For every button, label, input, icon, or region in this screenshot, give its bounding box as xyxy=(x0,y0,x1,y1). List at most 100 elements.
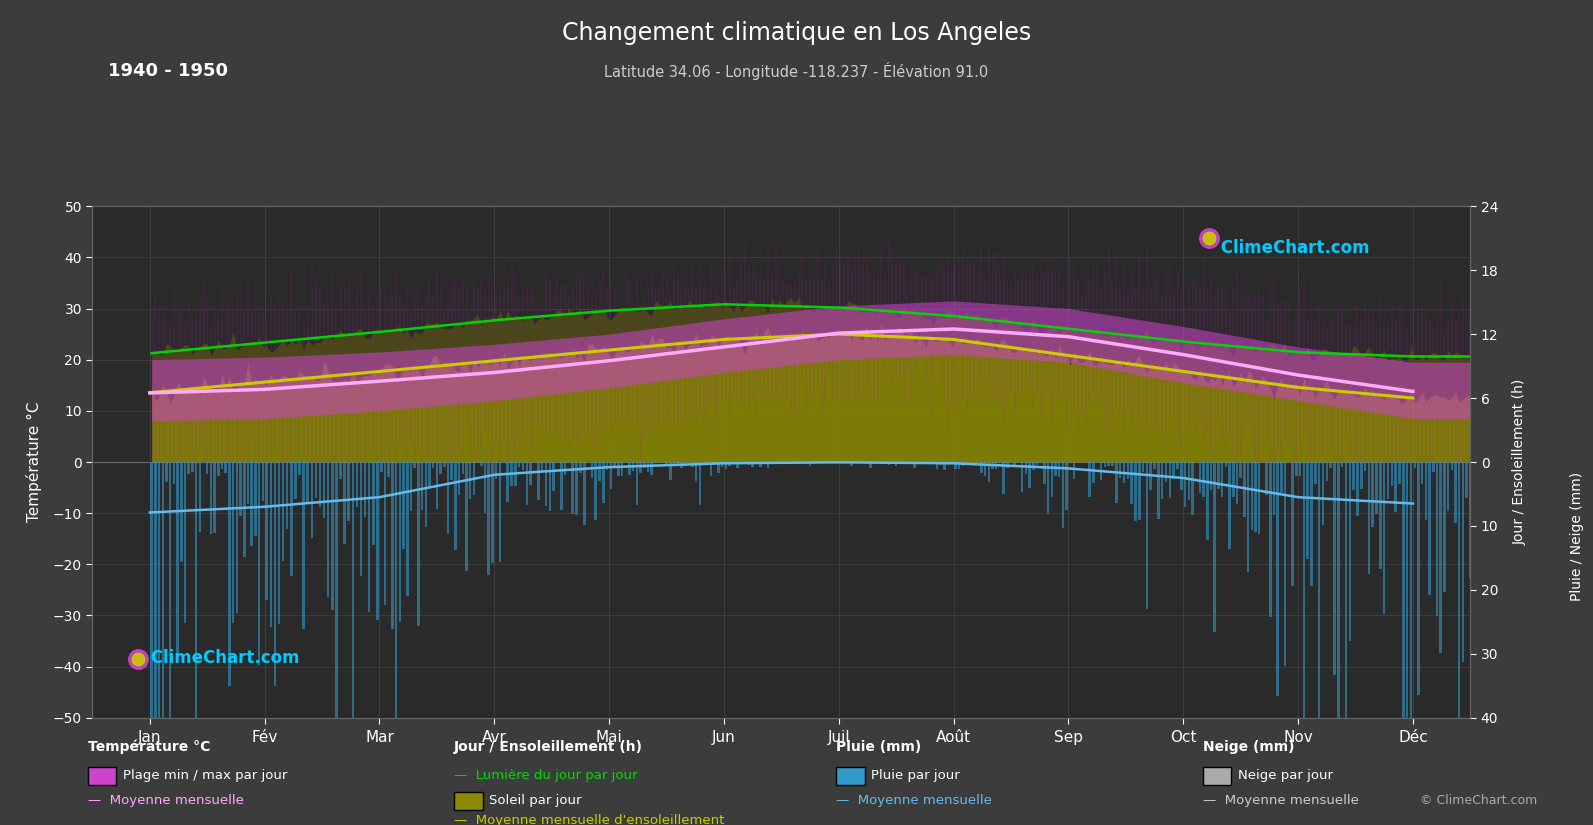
Bar xyxy=(1517,462,1520,499)
Bar xyxy=(1123,462,1125,483)
Bar xyxy=(236,462,237,613)
Text: Latitude 34.06 - Longitude -118.237 - Élévation 91.0: Latitude 34.06 - Longitude -118.237 - Él… xyxy=(604,62,989,80)
Bar xyxy=(1458,462,1461,800)
Bar xyxy=(395,462,397,739)
Bar xyxy=(177,462,178,657)
Bar xyxy=(996,462,997,469)
Bar xyxy=(347,462,350,521)
Bar xyxy=(188,462,190,474)
Bar xyxy=(409,462,413,512)
Text: ClimeChart.com: ClimeChart.com xyxy=(145,648,299,667)
Bar xyxy=(1491,462,1494,475)
Bar xyxy=(1112,462,1114,465)
Bar xyxy=(285,462,288,530)
Bar xyxy=(158,462,161,825)
Bar xyxy=(1510,462,1512,823)
Bar xyxy=(1184,462,1187,507)
Bar xyxy=(1317,462,1321,728)
Bar xyxy=(1206,462,1209,540)
Bar xyxy=(1295,462,1298,476)
Bar xyxy=(1243,462,1246,517)
Bar xyxy=(172,462,175,484)
Bar xyxy=(1349,462,1351,641)
Bar xyxy=(155,462,156,813)
Bar xyxy=(274,462,276,686)
Text: —  Lumière du jour par jour: — Lumière du jour par jour xyxy=(454,769,637,782)
Bar xyxy=(605,462,609,470)
Bar xyxy=(183,462,186,623)
Text: Température °C: Température °C xyxy=(88,739,210,754)
Bar xyxy=(940,462,941,465)
Bar xyxy=(290,462,293,577)
Bar xyxy=(943,462,946,469)
Bar xyxy=(572,462,573,514)
Bar xyxy=(984,462,986,476)
Bar xyxy=(1383,462,1386,614)
Bar xyxy=(1360,462,1362,489)
Bar xyxy=(331,462,333,610)
Bar xyxy=(507,462,508,502)
Bar xyxy=(1356,462,1359,516)
Bar xyxy=(870,462,871,468)
Bar xyxy=(446,462,449,534)
Bar xyxy=(895,462,897,466)
Bar xyxy=(462,462,464,474)
Bar xyxy=(1451,462,1453,470)
Bar xyxy=(1454,462,1456,523)
Bar xyxy=(1314,462,1316,484)
Bar xyxy=(457,462,460,495)
Bar xyxy=(548,462,551,512)
Text: Soleil par jour: Soleil par jour xyxy=(489,794,581,807)
Bar xyxy=(1485,462,1486,575)
Bar xyxy=(213,462,217,533)
Bar xyxy=(282,462,285,561)
Bar xyxy=(199,462,201,532)
Bar xyxy=(417,462,419,625)
Bar xyxy=(1303,462,1305,825)
Bar xyxy=(1421,462,1424,484)
Bar xyxy=(403,462,405,549)
Bar xyxy=(1399,462,1400,483)
Bar xyxy=(1429,462,1431,595)
Bar xyxy=(487,462,491,575)
Bar xyxy=(266,462,268,601)
Bar xyxy=(194,462,198,825)
Bar xyxy=(495,462,497,478)
Bar xyxy=(344,462,346,544)
Bar xyxy=(1330,462,1332,468)
Bar xyxy=(1043,462,1045,483)
Bar xyxy=(691,462,693,467)
Bar xyxy=(261,462,264,502)
Bar xyxy=(636,462,639,505)
Bar xyxy=(1198,462,1201,493)
Bar xyxy=(1169,462,1171,498)
Text: © ClimeChart.com: © ClimeChart.com xyxy=(1419,794,1537,807)
Bar xyxy=(1209,462,1212,490)
Bar xyxy=(406,462,408,596)
Bar xyxy=(221,462,223,469)
Bar xyxy=(1364,462,1367,471)
Bar xyxy=(980,462,983,474)
Bar xyxy=(373,462,374,544)
Bar xyxy=(913,462,916,468)
Bar xyxy=(677,462,679,466)
Text: Plage min / max par jour: Plage min / max par jour xyxy=(123,769,287,782)
Bar xyxy=(258,462,260,665)
Bar xyxy=(166,462,167,482)
Bar xyxy=(954,462,957,469)
Bar xyxy=(1228,462,1231,549)
Bar xyxy=(613,462,616,469)
Bar xyxy=(1145,462,1149,609)
Bar xyxy=(161,462,164,825)
Bar xyxy=(1007,462,1008,468)
Bar xyxy=(1469,462,1472,578)
Bar xyxy=(1192,462,1193,516)
Bar xyxy=(1251,462,1254,530)
Text: Neige (mm): Neige (mm) xyxy=(1203,740,1294,753)
Bar xyxy=(1480,462,1483,606)
Bar xyxy=(752,462,753,467)
Bar xyxy=(228,462,231,686)
Bar xyxy=(1413,462,1416,468)
Bar xyxy=(384,462,386,606)
Bar xyxy=(529,462,532,485)
